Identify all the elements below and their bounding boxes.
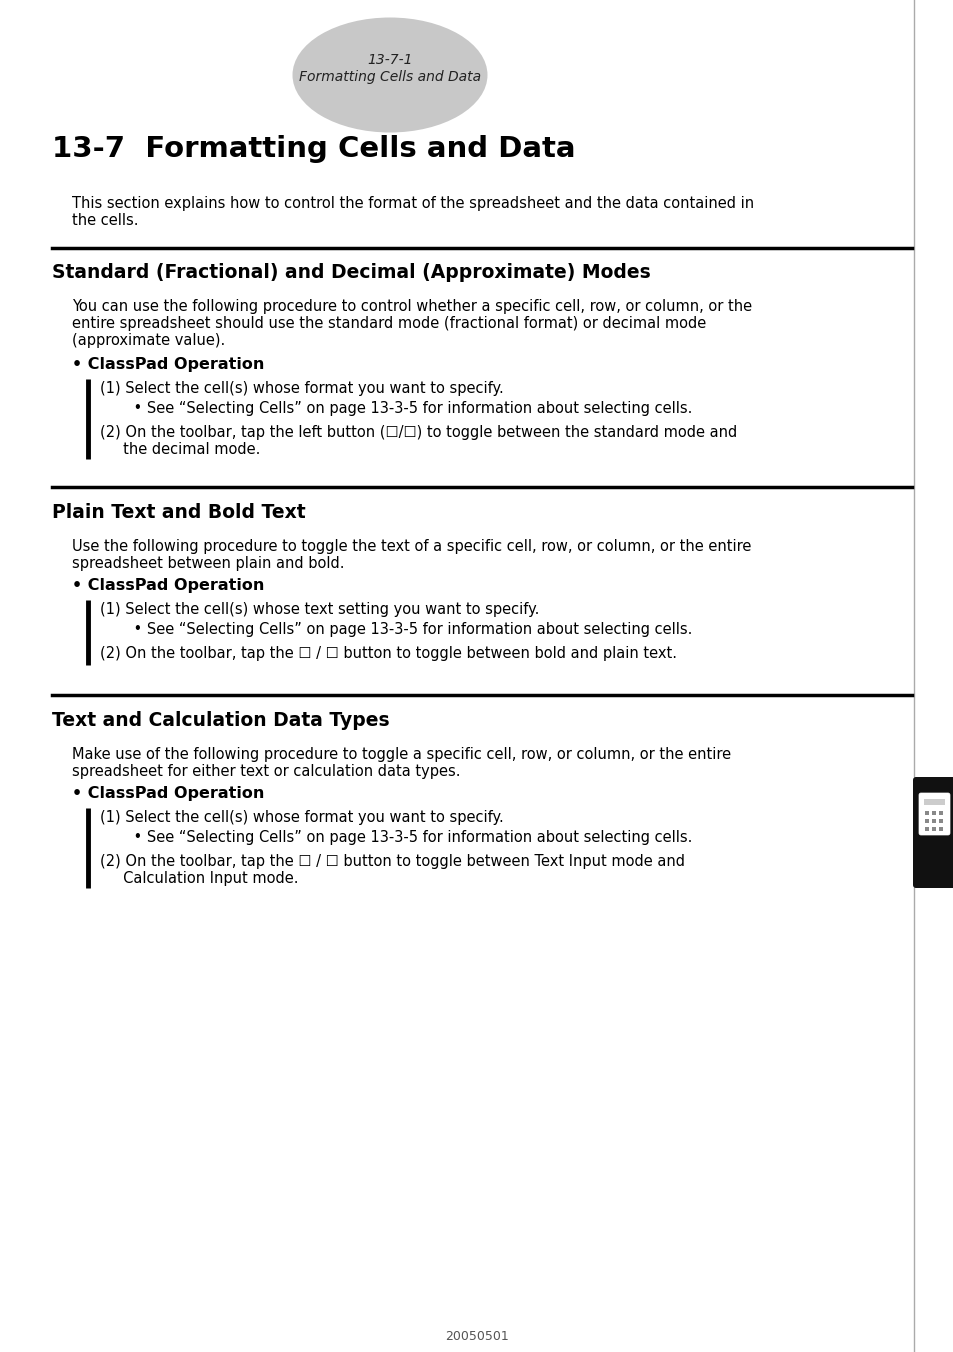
FancyBboxPatch shape <box>912 777 953 888</box>
Text: (1) Select the cell(s) whose text setting you want to specify.: (1) Select the cell(s) whose text settin… <box>100 602 538 617</box>
Text: This section explains how to control the format of the spreadsheet and the data : This section explains how to control the… <box>71 196 753 211</box>
FancyBboxPatch shape <box>931 827 935 831</box>
Text: • See “Selecting Cells” on page 13-3-5 for information about selecting cells.: • See “Selecting Cells” on page 13-3-5 f… <box>115 402 692 416</box>
FancyBboxPatch shape <box>924 819 928 823</box>
Text: (2) On the toolbar, tap the ☐ / ☐ button to toggle between bold and plain text.: (2) On the toolbar, tap the ☐ / ☐ button… <box>100 646 677 661</box>
FancyBboxPatch shape <box>931 811 935 815</box>
Text: (1) Select the cell(s) whose format you want to specify.: (1) Select the cell(s) whose format you … <box>100 381 503 396</box>
FancyBboxPatch shape <box>938 811 942 815</box>
Text: the decimal mode.: the decimal mode. <box>100 442 260 457</box>
Text: • See “Selecting Cells” on page 13-3-5 for information about selecting cells.: • See “Selecting Cells” on page 13-3-5 f… <box>115 830 692 845</box>
Text: • ClassPad Operation: • ClassPad Operation <box>71 786 264 800</box>
Text: Text and Calculation Data Types: Text and Calculation Data Types <box>52 711 389 730</box>
Text: (2) On the toolbar, tap the left button (☐/☐) to toggle between the standard mod: (2) On the toolbar, tap the left button … <box>100 425 737 439</box>
Text: (approximate value).: (approximate value). <box>71 333 225 347</box>
Text: Formatting Cells and Data: Formatting Cells and Data <box>298 70 480 84</box>
Text: Plain Text and Bold Text: Plain Text and Bold Text <box>52 503 305 522</box>
Text: 13-7-1: 13-7-1 <box>367 53 413 68</box>
Text: You can use the following procedure to control whether a specific cell, row, or : You can use the following procedure to c… <box>71 299 751 314</box>
Text: 20050501: 20050501 <box>445 1330 508 1343</box>
FancyBboxPatch shape <box>931 819 935 823</box>
Text: Make use of the following procedure to toggle a specific cell, row, or column, o: Make use of the following procedure to t… <box>71 748 730 763</box>
FancyBboxPatch shape <box>938 819 942 823</box>
FancyBboxPatch shape <box>924 827 928 831</box>
Ellipse shape <box>293 18 487 132</box>
FancyBboxPatch shape <box>918 794 949 836</box>
FancyBboxPatch shape <box>938 827 942 831</box>
Text: Use the following procedure to toggle the text of a specific cell, row, or colum: Use the following procedure to toggle th… <box>71 539 751 554</box>
FancyBboxPatch shape <box>923 799 944 804</box>
Text: (1) Select the cell(s) whose format you want to specify.: (1) Select the cell(s) whose format you … <box>100 810 503 825</box>
Text: (2) On the toolbar, tap the ☐ / ☐ button to toggle between Text Input mode and: (2) On the toolbar, tap the ☐ / ☐ button… <box>100 854 684 869</box>
FancyBboxPatch shape <box>924 811 928 815</box>
Text: the cells.: the cells. <box>71 214 138 228</box>
Text: Standard (Fractional) and Decimal (Approximate) Modes: Standard (Fractional) and Decimal (Appro… <box>52 264 650 283</box>
Text: • ClassPad Operation: • ClassPad Operation <box>71 357 264 372</box>
Text: • See “Selecting Cells” on page 13-3-5 for information about selecting cells.: • See “Selecting Cells” on page 13-3-5 f… <box>115 622 692 637</box>
Text: entire spreadsheet should use the standard mode (fractional format) or decimal m: entire spreadsheet should use the standa… <box>71 316 705 331</box>
Text: spreadsheet between plain and bold.: spreadsheet between plain and bold. <box>71 556 344 571</box>
Text: • ClassPad Operation: • ClassPad Operation <box>71 579 264 594</box>
Text: 13-7  Formatting Cells and Data: 13-7 Formatting Cells and Data <box>52 135 575 164</box>
Text: Calculation Input mode.: Calculation Input mode. <box>100 871 298 886</box>
Text: spreadsheet for either text or calculation data types.: spreadsheet for either text or calculati… <box>71 764 460 779</box>
